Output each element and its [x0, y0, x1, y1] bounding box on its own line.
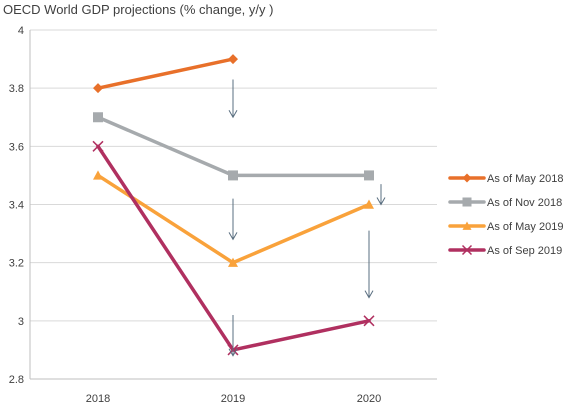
annotation-arrows — [228, 79, 386, 357]
y-tick-label: 3.8 — [9, 83, 24, 95]
cross-stroke — [461, 244, 473, 256]
data-point — [364, 170, 374, 181]
arrow-head — [364, 290, 374, 299]
cross-stroke — [92, 140, 104, 152]
legend-item: As of Nov 2018 — [448, 197, 562, 209]
series-as-of-may-2018 — [93, 54, 238, 94]
data-point — [92, 140, 104, 152]
legend-marker — [462, 173, 472, 183]
legend-label: As of Nov 2018 — [487, 197, 562, 209]
y-tick-labels: 2.8 3 3.2 3.4 3.6 3.8 4 — [9, 25, 24, 386]
x-tick-label: 2018 — [86, 393, 110, 405]
data-point — [363, 315, 375, 327]
legend-label: As of Sep 2019 — [487, 245, 562, 257]
legend-marker — [462, 221, 472, 230]
legend-item: As of Sep 2019 — [448, 244, 562, 257]
x-tick-labels: 2018 2019 2020 — [86, 393, 381, 405]
y-tick-label: 2.8 — [9, 374, 24, 386]
y-tick-label: 3 — [18, 316, 24, 328]
data-point — [228, 54, 238, 65]
legend: As of May 2018 As of Nov 2018 As of May 20… — [448, 173, 563, 257]
down-arrow-annotation — [376, 184, 386, 206]
down-arrow-annotation — [228, 315, 238, 357]
legend-label: As of May 2019 — [487, 221, 563, 233]
data-point — [93, 83, 103, 94]
x-tick-label: 2019 — [221, 393, 245, 405]
arrow-head — [228, 348, 238, 357]
legend-marker — [462, 197, 472, 207]
y-tick-label: 3.2 — [9, 258, 24, 270]
x-tick-label: 2020 — [357, 393, 381, 405]
arrow-head — [228, 232, 238, 241]
data-point — [93, 170, 103, 180]
chart-title: OECD World GDP projections (% change, y/… — [3, 2, 273, 17]
cross-stroke — [363, 315, 375, 327]
data-point — [228, 257, 238, 267]
down-arrow-annotation — [228, 79, 238, 119]
arrow-head — [228, 110, 238, 119]
y-tick-label: 3.4 — [9, 200, 24, 212]
down-arrow-annotation — [228, 198, 238, 241]
data-point — [228, 170, 238, 181]
legend-item: As of May 2019 — [448, 221, 563, 233]
series-as-of-may-2019 — [93, 170, 374, 267]
series-as-of-nov-2018 — [93, 112, 374, 181]
series-line — [96, 57, 235, 90]
legend-label: As of May 2018 — [487, 173, 563, 185]
y-tick-label: 4 — [18, 25, 24, 37]
y-tick-label: 3.6 — [9, 141, 24, 153]
down-arrow-annotation — [364, 230, 374, 299]
legend-marker — [461, 244, 473, 256]
arrow-head — [376, 197, 386, 206]
data-point — [364, 199, 374, 209]
legend-item: As of May 2018 — [448, 173, 563, 185]
axes — [29, 30, 437, 380]
data-point — [93, 112, 103, 123]
